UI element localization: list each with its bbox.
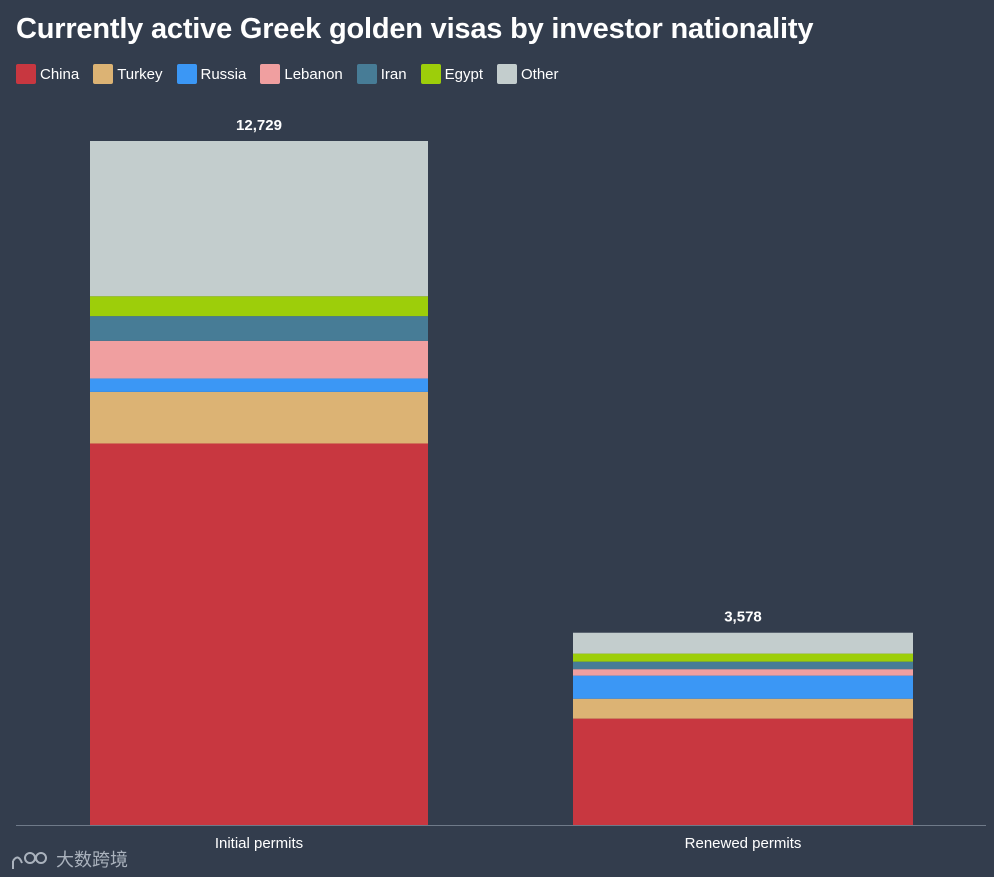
legend-swatch bbox=[420, 64, 441, 84]
bar-segment-china-initial bbox=[90, 443, 428, 825]
chart-title: Currently active Greek golden visas by i… bbox=[16, 13, 814, 45]
bar-segment-lebanon-initial bbox=[90, 340, 428, 379]
legend-swatch bbox=[496, 64, 517, 84]
bar-segment-egypt-initial bbox=[90, 296, 428, 317]
bar-segment-turkey-initial bbox=[90, 391, 428, 444]
legend-swatch bbox=[356, 64, 377, 84]
legend-label: Russia bbox=[200, 65, 247, 83]
bar-segment-other-initial bbox=[90, 141, 428, 297]
legend-label: Iran bbox=[380, 65, 407, 83]
bar-segment-iran-renewed bbox=[573, 661, 913, 670]
legend-label: Other bbox=[520, 65, 559, 83]
bar-segment-china-renewed bbox=[573, 718, 913, 825]
legend-label: Egypt bbox=[444, 65, 483, 83]
bar-segment-russia-renewed bbox=[573, 675, 913, 699]
bar-total-label: 12,729 bbox=[236, 117, 282, 134]
legend-label: Lebanon bbox=[284, 65, 343, 83]
bar-segment-lebanon-renewed bbox=[573, 669, 913, 676]
bar-segment-russia-initial bbox=[90, 378, 428, 392]
legend-swatch bbox=[16, 64, 36, 84]
legend-label: Turkey bbox=[117, 65, 163, 83]
legend-item-china: China bbox=[16, 64, 79, 84]
bar-segment-turkey-renewed bbox=[573, 698, 913, 719]
legend-item-egypt: Egypt bbox=[420, 64, 483, 84]
watermark-text: 大数跨境 bbox=[56, 850, 128, 870]
legend-item-russia: Russia bbox=[176, 64, 247, 84]
watermark-logo-icon bbox=[12, 852, 47, 869]
legend-swatch bbox=[176, 64, 197, 84]
watermark: 大数跨境 bbox=[10, 846, 128, 872]
bar-total-label: 3,578 bbox=[724, 609, 762, 626]
bar-segment-other-renewed bbox=[573, 632, 913, 654]
x-tick-label: Initial permits bbox=[215, 835, 303, 852]
legend-item-other: Other bbox=[496, 64, 559, 84]
legend-item-lebanon: Lebanon bbox=[260, 64, 343, 84]
legend: China Turkey Russia Lebanon Iran Egypt Other bbox=[16, 64, 573, 84]
legend-swatch bbox=[260, 64, 281, 84]
legend-item-turkey: Turkey bbox=[93, 64, 163, 84]
legend-item-iran: Iran bbox=[356, 64, 407, 84]
bar-segment-egypt-renewed bbox=[573, 653, 913, 662]
x-tick-label: Renewed permits bbox=[685, 835, 802, 852]
legend-swatch bbox=[93, 64, 114, 84]
legend-label: China bbox=[40, 65, 80, 83]
bar-segment-iran-initial bbox=[90, 316, 428, 341]
